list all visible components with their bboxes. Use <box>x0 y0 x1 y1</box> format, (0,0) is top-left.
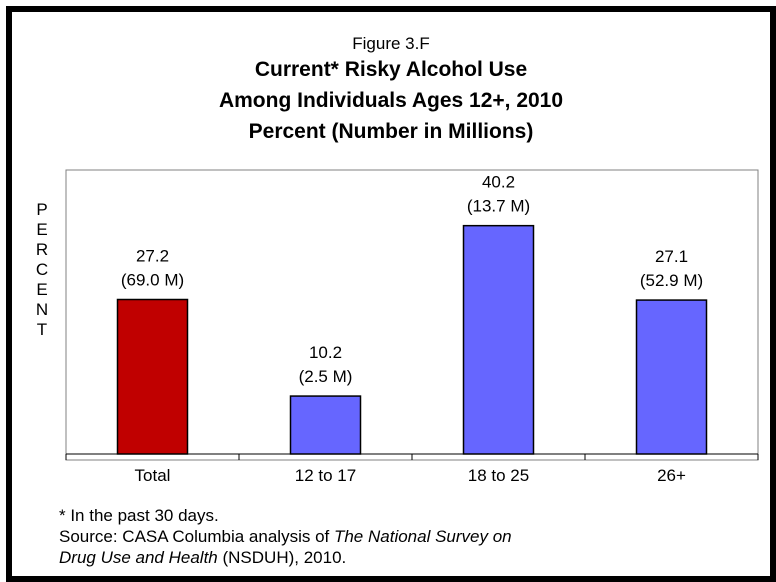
footnote-past-30-days: * In the past 30 days. <box>59 506 219 525</box>
x-tick-label: 26+ <box>657 466 686 485</box>
x-tick-label: 12 to 17 <box>295 466 356 485</box>
x-tick-label: Total <box>135 466 171 485</box>
x-axis <box>65 453 759 460</box>
bar-value-label: 27.2 <box>136 247 169 266</box>
bar-value-label: 40.2 <box>482 173 515 192</box>
bar-number-label: (13.7 M) <box>467 197 530 216</box>
bar-2 <box>289 395 362 455</box>
survey-name-part-1: The National Survey on <box>333 527 512 546</box>
source-suffix: (NSDUH), 2010. <box>217 548 347 567</box>
footnote-source-line: Source: CASA Columbia analysis of The Na… <box>59 527 512 547</box>
source-prefix: Source: CASA Columbia analysis of <box>59 527 334 546</box>
x-tick-labels: Total 12 to 17 18 to 25 26+ <box>135 466 686 485</box>
footnote-source-line-2: Drug Use and Health (NSDUH), 2010. <box>59 548 346 568</box>
bar-number-label: (69.0 M) <box>121 271 184 290</box>
bar-number-label: (52.9 M) <box>640 271 703 290</box>
chart-title-line-1: Current* Risky Alcohol Use <box>254 58 528 81</box>
survey-name-part-2: Drug Use and Health <box>59 548 218 567</box>
chart-title-line-3: Percent (Number in Millions) <box>248 120 534 143</box>
bar-value-label: 27.1 <box>655 247 688 266</box>
chart-title-line-2: Among Individuals Ages 12+, 2010 <box>218 89 564 112</box>
bar-labels: 27.2 (69.0 M) 10.2 (2.5 M) 40.2 (13.7 M) 27.1 (… <box>121 173 703 386</box>
bar-1 <box>116 298 189 455</box>
bar-value-label: 10.2 <box>309 343 342 362</box>
bar-3 <box>462 224 535 455</box>
bars <box>116 224 708 455</box>
y-axis-label: PERCENT <box>35 200 49 339</box>
figure-label: Figure 3.F <box>352 34 430 53</box>
x-tick-label: 18 to 25 <box>468 466 529 485</box>
bar-number-label: (2.5 M) <box>299 367 353 386</box>
figure-frame: Figure 3.F Current* Risky Alcohol Use Am… <box>6 6 776 582</box>
bar-4 <box>635 299 708 455</box>
bar-chart: 27.2 (69.0 M) 10.2 (2.5 M) 40.2 (13.7 M) 27.1 (… <box>65 169 759 485</box>
